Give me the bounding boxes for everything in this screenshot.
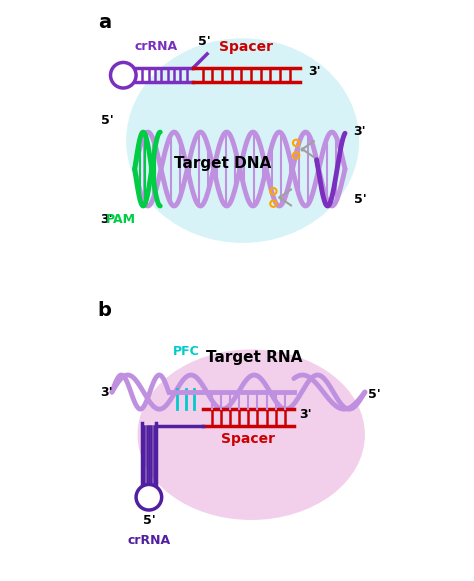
- Text: Spacer: Spacer: [219, 40, 273, 54]
- Text: 5': 5': [143, 514, 155, 527]
- Text: 5': 5': [198, 35, 210, 48]
- Text: 3': 3': [300, 408, 312, 421]
- Text: Target RNA: Target RNA: [206, 350, 302, 365]
- Text: a: a: [98, 13, 111, 32]
- Text: 3': 3': [100, 386, 113, 399]
- Text: Target DNA: Target DNA: [174, 156, 272, 171]
- Text: crRNA: crRNA: [135, 40, 178, 53]
- Text: 5': 5': [354, 193, 366, 206]
- Text: Spacer: Spacer: [221, 432, 275, 446]
- Text: 3': 3': [100, 213, 113, 226]
- Text: b: b: [98, 301, 111, 320]
- Text: 3': 3': [308, 65, 321, 78]
- Text: 5': 5': [100, 113, 113, 127]
- Text: PAM: PAM: [105, 213, 136, 226]
- Ellipse shape: [126, 38, 359, 243]
- Text: PFC: PFC: [173, 345, 199, 358]
- Text: 3': 3': [354, 125, 366, 138]
- Ellipse shape: [137, 349, 365, 520]
- Text: crRNA: crRNA: [128, 534, 171, 547]
- Text: 5': 5': [368, 389, 381, 401]
